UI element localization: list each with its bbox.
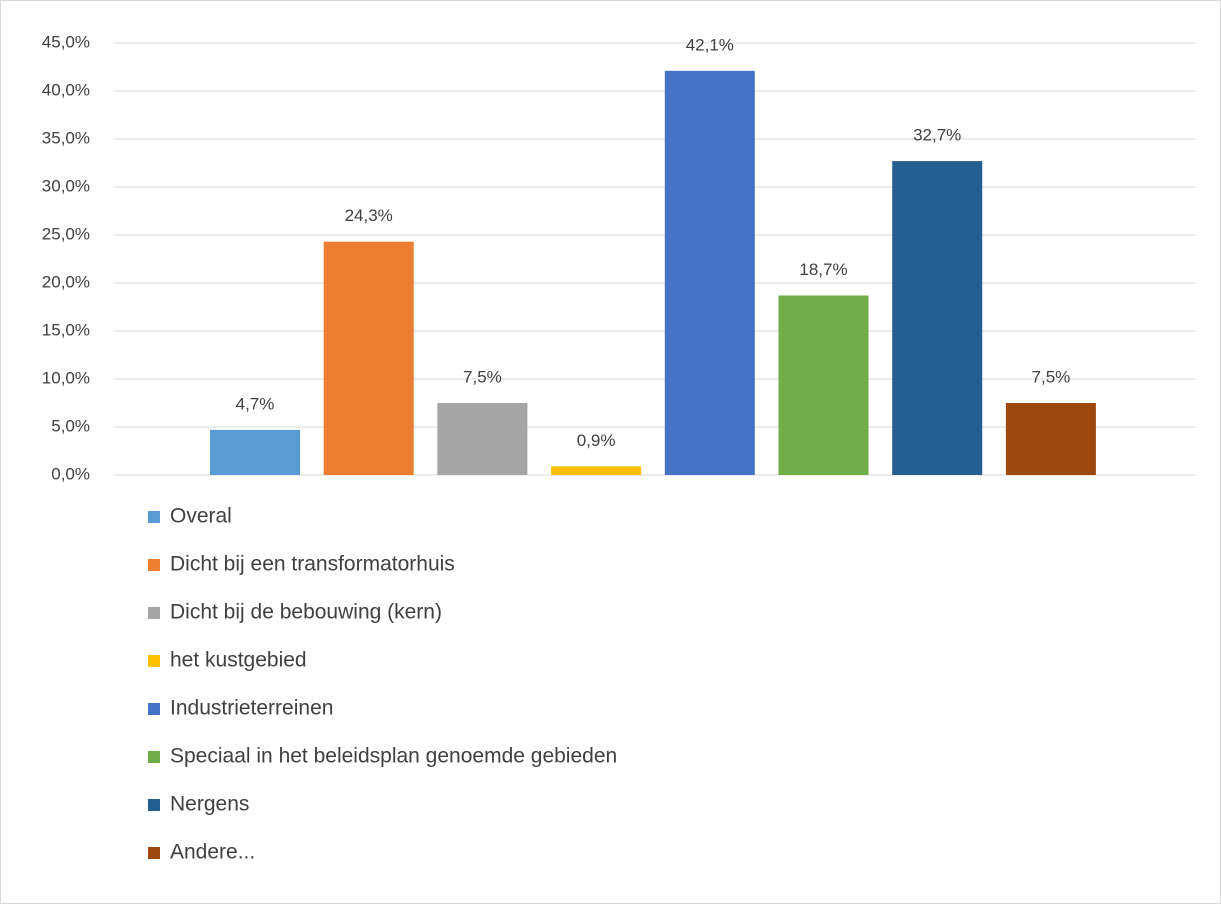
data-label: 18,7% [799, 260, 847, 279]
y-tick-label: 40,0% [42, 80, 90, 99]
bar [778, 295, 869, 475]
legend-swatch [148, 847, 160, 859]
data-label: 4,7% [236, 394, 275, 413]
data-label: 24,3% [345, 206, 393, 225]
y-tick-label: 25,0% [42, 224, 90, 243]
legend-swatch [148, 607, 160, 619]
legend-swatch [148, 799, 160, 811]
legend-label: Andere... [170, 841, 255, 864]
y-tick-label: 30,0% [42, 176, 90, 195]
bar [664, 70, 755, 475]
bar [437, 403, 528, 475]
y-tick-label: 15,0% [42, 320, 90, 339]
bar [1005, 403, 1096, 475]
legend-swatch [148, 655, 160, 667]
bar [323, 241, 414, 475]
legend-swatch [148, 511, 160, 523]
y-tick-label: 20,0% [42, 272, 90, 291]
legend-label: het kustgebied [170, 649, 307, 672]
legend-label: Dicht bij de bebouwing (kern) [170, 601, 442, 624]
bar [210, 429, 300, 475]
legend-label: Dicht bij een transformatorhuis [170, 553, 455, 576]
y-tick-label: 0,0% [51, 464, 90, 483]
y-tick-label: 45,0% [42, 32, 90, 51]
data-label: 7,5% [1032, 367, 1071, 386]
data-label: 0,9% [577, 431, 616, 450]
data-label: 32,7% [913, 126, 961, 145]
legend-swatch [148, 559, 160, 571]
legend-swatch [148, 703, 160, 715]
legend-label: Speciaal in het beleidsplan genoemde geb… [170, 745, 617, 768]
legend-label: Industrieterreinen [170, 697, 333, 720]
data-label: 7,5% [463, 367, 502, 386]
y-tick-label: 35,0% [42, 128, 90, 147]
bar [551, 466, 642, 475]
legend-label: Overal [170, 505, 232, 528]
y-tick-label: 10,0% [42, 368, 90, 387]
bar [892, 161, 983, 475]
legend-label: Nergens [170, 793, 249, 816]
y-tick-label: 5,0% [51, 416, 90, 435]
legend-swatch [148, 751, 160, 763]
data-label: 42,1% [686, 35, 734, 54]
